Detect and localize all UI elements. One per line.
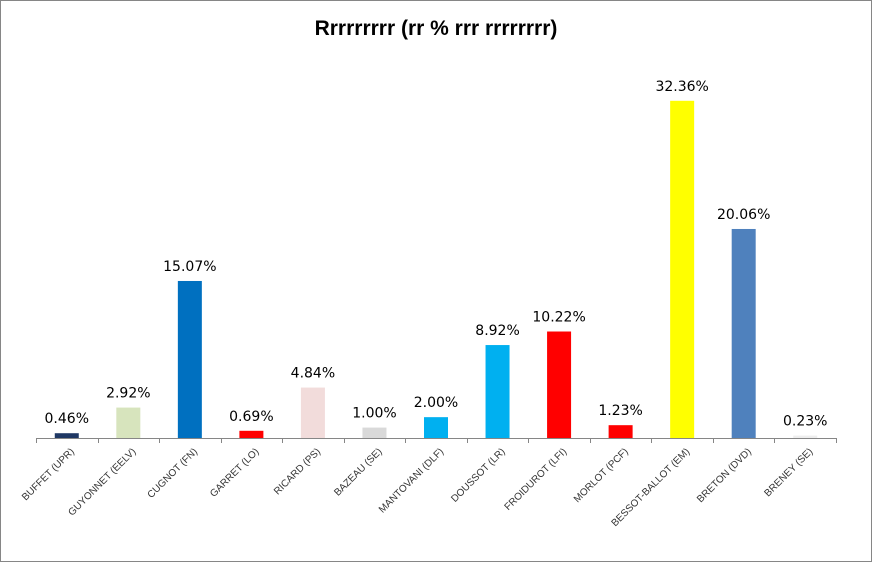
bar bbox=[547, 331, 572, 438]
data-label: 8.92% bbox=[475, 323, 519, 339]
bar bbox=[239, 430, 264, 438]
x-tick-label: MORLOT (PCF) bbox=[572, 446, 631, 505]
x-tick-label: BUFFET (UPR) bbox=[20, 446, 77, 503]
data-label: 0.69% bbox=[229, 409, 273, 425]
x-tick-label: RICARD (PS) bbox=[272, 446, 323, 497]
x-tick-label: FROIDUROT (LFI) bbox=[503, 446, 570, 513]
data-label: 32.36% bbox=[655, 79, 708, 95]
bar bbox=[54, 433, 79, 438]
chart-marks: 0.46% BUFFET (UPR) 2.92% GUYONNET (EELV) 15.… bbox=[20, 79, 837, 529]
x-tick-label: BAZEAU (SE) bbox=[332, 446, 384, 498]
bar bbox=[362, 427, 387, 438]
x-tick-label: GARRET (LO) bbox=[208, 446, 261, 499]
bar bbox=[424, 417, 448, 438]
data-label: 4.84% bbox=[291, 366, 335, 382]
x-tick-label: GUYONNET (EELV) bbox=[66, 446, 138, 518]
data-label: 1.00% bbox=[352, 406, 396, 422]
x-tick-label: BRENEY (SE) bbox=[763, 446, 816, 499]
chart-title: Rrrrrrrrr (rr % rrr rrrrrrrr) bbox=[315, 17, 558, 40]
data-label: 0.23% bbox=[783, 414, 827, 430]
x-tick-label: BRETON (DVD) bbox=[695, 446, 754, 505]
data-label: 0.46% bbox=[45, 411, 89, 427]
bar bbox=[485, 345, 510, 438]
bar bbox=[731, 228, 756, 438]
data-label: 2.00% bbox=[414, 395, 458, 411]
x-tick-label: DOUSSOT (LR) bbox=[449, 446, 507, 504]
x-tick-label: MANTOVANI (DLF) bbox=[377, 446, 446, 515]
bar bbox=[670, 100, 695, 438]
bar bbox=[608, 425, 633, 438]
x-tick-label: CUGNOT (FN) bbox=[146, 446, 200, 500]
data-label: 20.06% bbox=[717, 207, 770, 223]
data-label: 15.07% bbox=[163, 259, 216, 275]
bar bbox=[116, 407, 141, 438]
data-label: 10.22% bbox=[532, 310, 585, 326]
bar bbox=[300, 387, 325, 438]
data-label: 2.92% bbox=[106, 386, 150, 402]
bar bbox=[793, 435, 818, 438]
bar bbox=[177, 280, 202, 438]
data-label: 1.23% bbox=[598, 403, 642, 419]
